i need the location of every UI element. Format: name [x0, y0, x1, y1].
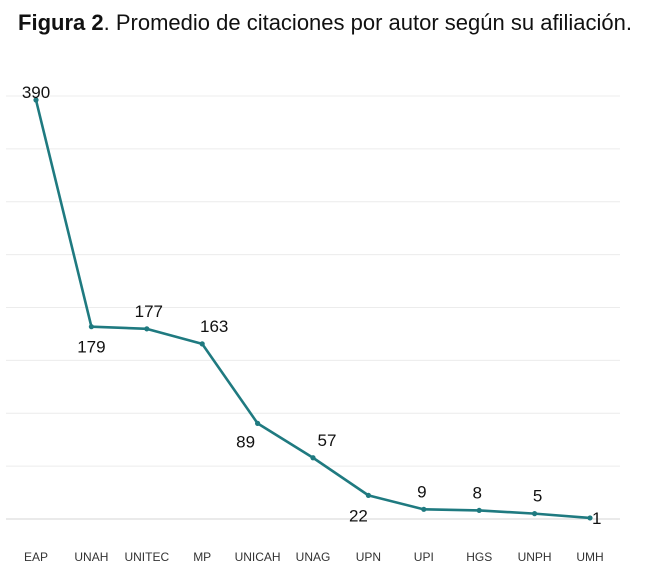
data-label-unitec: 177 [135, 302, 163, 321]
data-point-unitec [144, 326, 150, 332]
x-tick-label-hgs: HGS [466, 550, 492, 564]
data-label-mp: 163 [200, 317, 228, 336]
x-tick-label-mp: MP [193, 550, 211, 564]
x-tick-label-unag: UNAG [296, 550, 331, 564]
data-point-upn [365, 492, 371, 498]
gridlines [6, 95, 620, 520]
x-tick-label-unitec: UNITEC [124, 550, 169, 564]
chart-title-rest: . Promedio de citaciones por autor según… [103, 10, 632, 35]
x-tick-label-unah: UNAH [74, 550, 108, 564]
chart-title: Figura 2. Promedio de citaciones por aut… [0, 8, 650, 37]
x-axis-tick-labels: EAP UNAH UNITEC MP UNICAH UNAG UPN UPI HGS UNPH UM… [24, 550, 604, 564]
data-point-upi [421, 506, 427, 512]
data-label-eap: 390 [22, 83, 50, 102]
x-tick-label-upi: UPI [414, 550, 434, 564]
data-point-unah [88, 324, 94, 330]
data-point-umh [587, 515, 593, 521]
x-tick-label-eap: EAP [24, 550, 48, 564]
data-label-hgs: 8 [472, 483, 481, 502]
data-label-upi: 9 [417, 482, 426, 501]
data-point-unph [532, 511, 538, 517]
x-tick-label-unph: UNPH [518, 550, 552, 564]
data-label-unph: 5 [533, 487, 542, 506]
data-label-unicah: 89 [236, 432, 255, 451]
data-point-mp [199, 341, 205, 347]
data-point-eap [33, 97, 39, 103]
data-points [33, 97, 593, 521]
data-point-unag [310, 455, 316, 461]
x-tick-label-unicah: UNICAH [235, 550, 281, 564]
data-label-upn: 22 [349, 506, 368, 525]
x-tick-label-umh: UMH [576, 550, 603, 564]
chart-title-bold: Figura 2 [18, 10, 104, 35]
data-label-umh: 1 [592, 509, 601, 528]
data-label-unah: 179 [77, 338, 105, 357]
data-point-unicah [255, 420, 261, 426]
data-label-unag: 57 [318, 431, 337, 450]
data-labels: 390 179 177 163 89 57 22 9 8 5 1 [22, 83, 602, 528]
x-tick-label-upn: UPN [356, 550, 381, 564]
data-point-hgs [476, 507, 482, 514]
